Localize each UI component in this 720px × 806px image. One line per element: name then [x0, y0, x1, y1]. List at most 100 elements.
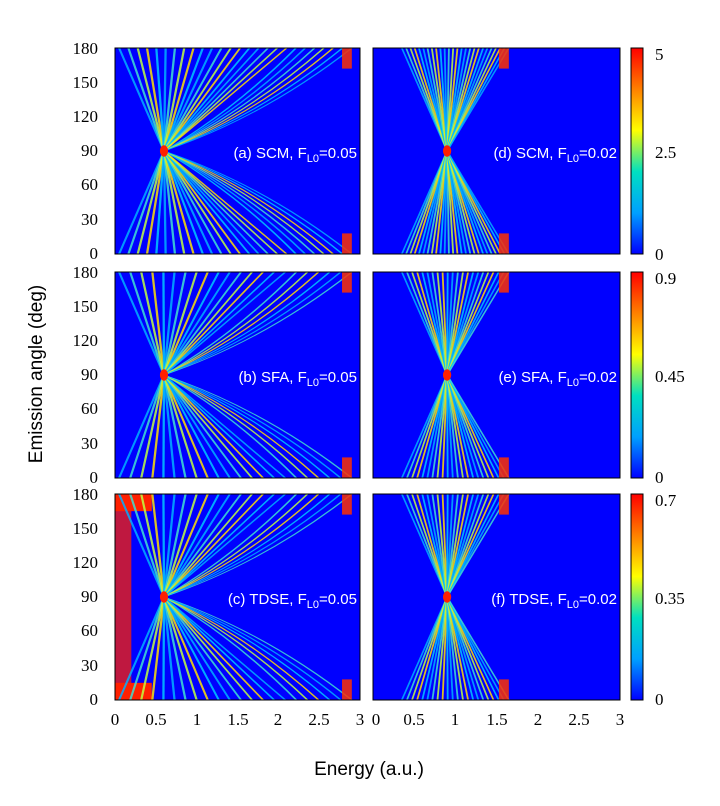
panel-label-b: (b) SFA, FL0=0.05: [238, 369, 357, 389]
colorbar-tdse: [630, 493, 644, 701]
fringe-lower: [162, 374, 320, 478]
cutoff-edge-bottom: [342, 233, 352, 254]
heatmap-b: [115, 272, 360, 478]
y-tick: 30: [81, 210, 98, 229]
fringe-upper: [162, 272, 298, 376]
x-tick: 1: [451, 710, 460, 729]
y-axis-title: Emission angle (deg): [26, 285, 47, 463]
cutoff-edge-top: [498, 272, 509, 293]
panel-label-e: (e) SFA, FL0=0.02: [498, 369, 617, 389]
fringe-lower: [162, 150, 205, 254]
fringe-upper: [162, 494, 342, 598]
panel-a: (a) SCM, FL0=0.05: [114, 47, 361, 255]
fringe-upper: [162, 494, 331, 598]
fringe-lower: [162, 596, 220, 700]
fringe-upper: [162, 494, 198, 598]
fringe-lower: [162, 596, 320, 700]
y-tick: 180: [73, 485, 99, 504]
fringe-lower: [162, 596, 331, 700]
fringe-lower: [162, 150, 307, 254]
y-tick: 150: [73, 73, 99, 92]
node-hotspot: [442, 369, 452, 381]
fringe-lower: [162, 150, 195, 254]
colorbar-tdse-tick-mid: 0.35: [655, 589, 685, 608]
cutoff-edge-bottom: [498, 679, 509, 700]
fringe-lower: [162, 150, 344, 254]
colorbar-sfa: [630, 271, 644, 479]
fringe-upper: [162, 272, 209, 376]
fringe-upper: [162, 48, 344, 152]
colorbar-scm: [630, 47, 644, 255]
frame-d: [372, 47, 621, 255]
x-tick: 2.5: [568, 710, 589, 729]
x-tick: 0.5: [403, 710, 424, 729]
fringe-lower: [162, 150, 298, 254]
low-energy-band: [115, 494, 132, 700]
y-ticks-row-1: 0 30 60 90 120 150 180: [73, 39, 99, 263]
fringe-upper: [162, 48, 205, 152]
x-tick: 0: [111, 710, 120, 729]
y-tick: 0: [90, 244, 99, 263]
panel-label-d: (d) SCM, FL0=0.02: [493, 145, 617, 165]
cutoff-edge-top: [342, 494, 352, 515]
fringe-upper: [162, 272, 320, 376]
fringe-lower: [162, 596, 209, 700]
fringe-lower: [162, 596, 198, 700]
fringe-lower: [441, 374, 449, 478]
x-tick: 1.5: [227, 710, 248, 729]
fringe-lower: [162, 150, 214, 254]
colorbar-scm-tick-min: 0: [655, 245, 664, 264]
frame-c: [114, 493, 361, 701]
fringe-upper: [162, 48, 326, 152]
y-tick: 180: [73, 39, 99, 58]
fringe-upper: [162, 272, 198, 376]
cutoff-edge-bottom: [498, 233, 509, 254]
fringe-upper: [162, 494, 209, 598]
x-tick: 1: [193, 710, 202, 729]
y-tick: 120: [73, 107, 99, 126]
cutoff-edge-top: [498, 48, 509, 69]
fringe-lower: [162, 150, 326, 254]
fringe-lower: [162, 150, 335, 254]
panel-e: (e) SFA, FL0=0.02: [372, 271, 621, 479]
y-tick: 30: [81, 434, 98, 453]
y-tick: 30: [81, 656, 98, 675]
node-hotspot: [159, 145, 169, 157]
y-tick: 60: [81, 399, 98, 418]
fringe-upper: [162, 48, 353, 152]
fringe-lower: [162, 374, 209, 478]
x-tick: 1.5: [486, 710, 507, 729]
y-tick: 90: [81, 141, 98, 160]
fringe-upper: [162, 48, 316, 152]
y-tick: 60: [81, 621, 98, 640]
fringe-upper: [443, 48, 449, 152]
heatmap-e: [373, 272, 620, 478]
cutoff-edge-bottom: [498, 457, 509, 478]
fringe-upper: [162, 48, 298, 152]
x-axis-title: Energy (a.u.): [314, 759, 424, 780]
fringe-lower: [443, 150, 449, 254]
cutoff-edge-top: [342, 272, 352, 293]
node-hotspot: [159, 369, 169, 381]
fringe-lower: [162, 150, 353, 254]
fringe-lower: [162, 596, 298, 700]
y-tick: 60: [81, 175, 98, 194]
fringe-upper: [162, 494, 353, 598]
frame-f: [372, 493, 621, 701]
heatmap-c: [115, 494, 360, 700]
x-tick: 0: [372, 710, 381, 729]
heatmap-f: [373, 494, 620, 700]
cutoff-edge-bottom: [342, 679, 352, 700]
fringe-upper: [162, 48, 214, 152]
frame-e: [372, 271, 621, 479]
x-tick: 2: [274, 710, 283, 729]
fringe-upper: [441, 272, 449, 376]
colorbar-tdse-tick-max: 0.7: [655, 491, 677, 510]
fringe-upper: [162, 272, 220, 376]
fringe-lower: [162, 150, 316, 254]
panel-label-a: (a) SCM, FL0=0.05: [233, 145, 357, 165]
panel-label-c: (c) TDSE, FL0=0.05: [228, 591, 357, 611]
fringe-upper: [162, 494, 320, 598]
y-tick: 0: [90, 690, 99, 709]
fringe-lower: [162, 374, 342, 478]
